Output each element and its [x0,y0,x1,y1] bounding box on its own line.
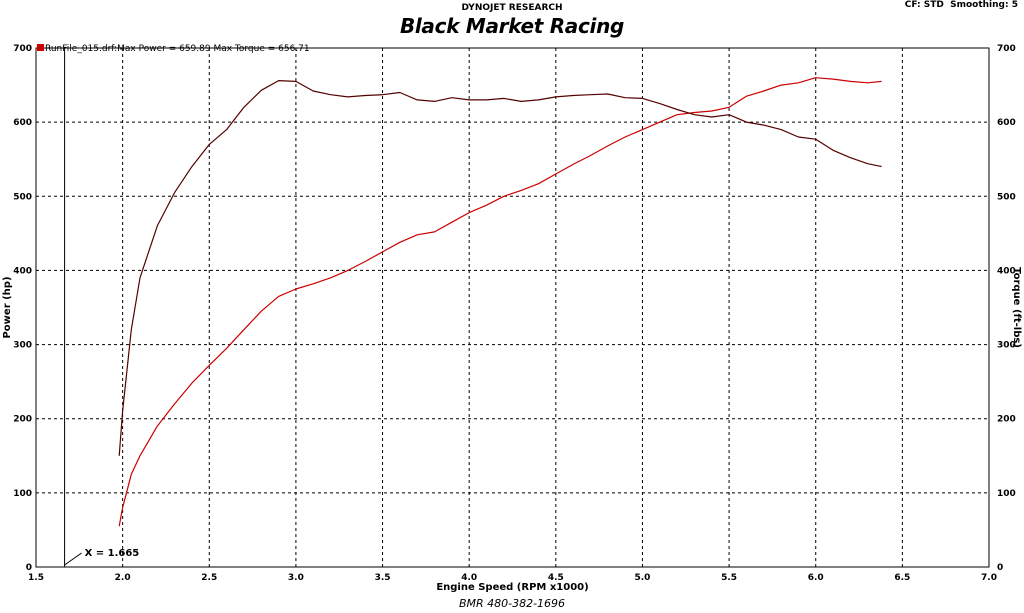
x-tick-label: 4.5 [548,573,564,583]
x-axis-label: Engine Speed (RPM x1000) [436,582,588,593]
x-tick-label: 5.0 [634,573,650,583]
y2-axis-ticks: 0 100 200 300 400 500 600 700 [997,44,1016,573]
x-axis-ticks: 1.5 2.0 2.5 3.0 3.5 4.0 4.5 5.0 5.5 6.0 6.5 7.0 [28,573,997,583]
cursor-label: X = 1.665 [85,548,140,559]
y-tick-label: 700 [13,44,32,54]
x-tick-label: 1.5 [28,573,44,583]
y2-tick-label: 600 [997,118,1016,128]
footer-phone: BMR 480-382-1696 [458,597,566,610]
y-axis-label: Power (hp) [2,276,13,338]
y2-tick-label: 100 [997,489,1016,499]
x-tick-label: 6.0 [808,573,824,583]
company-label: DYNOJET RESEARCH [461,3,563,13]
grid [36,48,989,567]
y2-tick-label: 300 [997,341,1016,351]
y2-tick-label: 200 [997,415,1016,425]
y-tick-label: 500 [13,192,32,202]
smoothing-label: Smoothing: 5 [950,0,1018,10]
y-tick-label: 600 [13,118,32,128]
y-tick-label: 100 [13,489,32,499]
y2-tick-label: 500 [997,192,1016,202]
y2-tick-label: 0 [997,563,1003,573]
cf-label: CF: STD [904,0,944,10]
legend-swatch [37,44,44,51]
y-tick-label: 200 [13,415,32,425]
x-tick-label: 7.0 [981,573,997,583]
x-tick-label: 3.5 [375,573,391,583]
plot-frame [35,47,990,568]
x-tick-label: 5.5 [721,573,737,583]
y-tick-label: 0 [26,563,32,573]
y2-tick-label: 400 [997,266,1016,276]
legend-entry: RunFile_015.drf:Max Power = 659.89 Max T… [45,44,310,54]
series-line-1 [118,77,882,527]
correction-settings: CF: STD Smoothing: 5 [905,0,1018,10]
y2-axis-label: Torque (ft-lbs) [1011,267,1022,348]
y-tick-label: 300 [13,341,32,351]
series-lines [118,77,882,527]
cursor-leader [64,552,82,566]
brand-title: Black Market Racing [399,14,625,38]
series-line-2 [118,79,882,456]
y-axis-ticks: 0 100 200 300 400 500 600 700 [13,44,32,573]
x-tick-label: 2.0 [115,573,131,583]
y-tick-label: 400 [13,266,32,276]
y2-tick-label: 700 [997,44,1016,54]
x-tick-label: 6.5 [894,573,910,583]
x-tick-label: 4.0 [461,573,477,583]
x-tick-label: 3.0 [288,573,304,583]
x-tick-label: 2.5 [201,573,217,583]
